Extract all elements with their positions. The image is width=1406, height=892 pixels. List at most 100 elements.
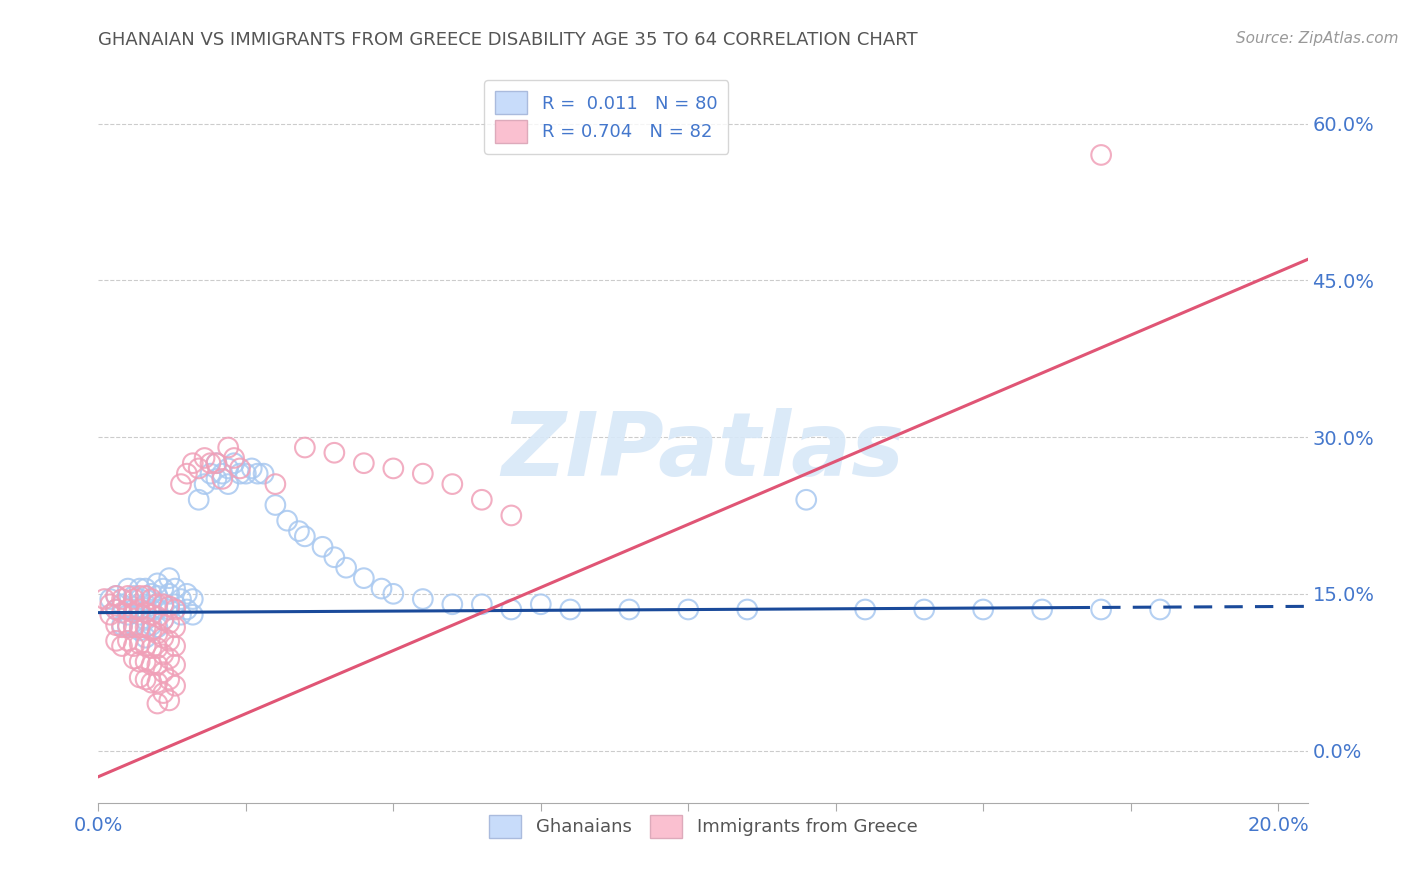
Point — [735, 602, 758, 616]
Point — [200, 467, 222, 481]
Point — [441, 477, 464, 491]
Point — [105, 589, 128, 603]
Point — [135, 589, 157, 603]
Point — [157, 616, 180, 631]
Point — [111, 620, 134, 634]
Point — [165, 657, 187, 672]
Point — [128, 620, 150, 634]
Point — [176, 602, 198, 616]
Point — [353, 571, 375, 585]
Point — [135, 673, 157, 687]
Point — [181, 592, 204, 607]
Point — [117, 582, 139, 596]
Point — [117, 618, 139, 632]
Point — [181, 607, 204, 622]
Point — [165, 597, 187, 611]
Point — [157, 571, 180, 585]
Point — [211, 467, 233, 481]
Point — [165, 620, 187, 634]
Point — [412, 467, 434, 481]
Point — [111, 618, 134, 632]
Point — [105, 602, 128, 616]
Point — [181, 456, 204, 470]
Point — [157, 651, 180, 665]
Point — [264, 477, 287, 491]
Point — [471, 597, 494, 611]
Point — [217, 461, 239, 475]
Point — [141, 657, 163, 672]
Point — [135, 631, 157, 645]
Point — [165, 639, 187, 653]
Point — [170, 607, 193, 622]
Point — [117, 633, 139, 648]
Point — [122, 606, 145, 620]
Point — [152, 613, 174, 627]
Point — [141, 618, 163, 632]
Point — [111, 592, 134, 607]
Point — [105, 602, 128, 616]
Point — [222, 450, 245, 465]
Point — [157, 587, 180, 601]
Point — [222, 456, 245, 470]
Text: ZIPatlas: ZIPatlas — [502, 409, 904, 495]
Point — [200, 456, 222, 470]
Point — [135, 606, 157, 620]
Point — [135, 639, 157, 653]
Point — [501, 508, 523, 523]
Point — [122, 620, 145, 634]
Point — [146, 576, 169, 591]
Point — [128, 592, 150, 607]
Point — [794, 492, 817, 507]
Point — [252, 467, 274, 481]
Point — [152, 582, 174, 596]
Point — [128, 624, 150, 638]
Point — [141, 587, 163, 601]
Point — [205, 456, 228, 470]
Point — [353, 456, 375, 470]
Text: Source: ZipAtlas.com: Source: ZipAtlas.com — [1236, 31, 1399, 46]
Point — [276, 514, 298, 528]
Point — [152, 686, 174, 700]
Point — [157, 673, 180, 687]
Point — [111, 597, 134, 611]
Point — [135, 620, 157, 634]
Point — [128, 637, 150, 651]
Text: GHANAIAN VS IMMIGRANTS FROM GREECE DISABILITY AGE 35 TO 64 CORRELATION CHART: GHANAIAN VS IMMIGRANTS FROM GREECE DISAB… — [98, 31, 918, 49]
Point — [122, 618, 145, 632]
Point — [165, 679, 187, 693]
Point — [146, 620, 169, 634]
Point — [323, 446, 346, 460]
Point — [122, 589, 145, 603]
Point — [122, 651, 145, 665]
Point — [141, 641, 163, 656]
Point — [530, 597, 553, 611]
Point — [128, 607, 150, 622]
Point — [382, 587, 405, 601]
Point — [323, 550, 346, 565]
Point — [141, 675, 163, 690]
Point — [288, 524, 311, 538]
Legend: Ghanaians, Immigrants from Greece: Ghanaians, Immigrants from Greece — [481, 807, 925, 845]
Point — [205, 472, 228, 486]
Point — [146, 609, 169, 624]
Point — [240, 461, 263, 475]
Point — [111, 639, 134, 653]
Point — [122, 639, 145, 653]
Point — [146, 697, 169, 711]
Point — [311, 540, 333, 554]
Point — [117, 607, 139, 622]
Point — [111, 606, 134, 620]
Point — [165, 582, 187, 596]
Point — [152, 597, 174, 611]
Point — [152, 597, 174, 611]
Point — [187, 492, 209, 507]
Point — [146, 641, 169, 656]
Point — [501, 602, 523, 616]
Point — [176, 587, 198, 601]
Point — [1031, 602, 1053, 616]
Point — [157, 602, 180, 616]
Point — [294, 529, 316, 543]
Point — [117, 620, 139, 634]
Point — [135, 655, 157, 669]
Point — [170, 592, 193, 607]
